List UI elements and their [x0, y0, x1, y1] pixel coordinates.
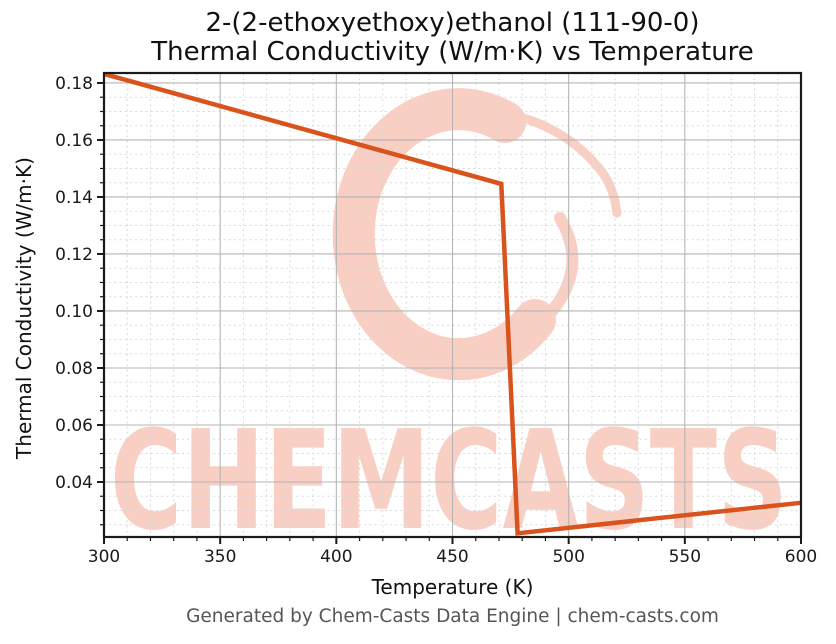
chart-title-line1: 2-(2-ethoxyethoxy)ethanol (111-90-0)	[205, 8, 700, 38]
y-tick-label: 0.18	[55, 74, 93, 94]
y-tick-label: 0.06	[55, 416, 93, 436]
y-tick-label: 0.04	[55, 473, 93, 493]
chart-title-line2: Thermal Conductivity (W/m·K) vs Temperat…	[151, 37, 754, 67]
grid	[103, 73, 802, 537]
series-line	[103, 71, 802, 536]
x-tick-label: 600	[785, 547, 817, 567]
y-tick-label: 0.10	[55, 302, 93, 322]
x-tick-label: 400	[320, 547, 352, 567]
y-tick-label: 0.12	[55, 245, 93, 265]
chart-title: 2-(2-ethoxyethoxy)ethanol (111-90-0) The…	[104, 9, 801, 67]
ticks: 300 350 400 450 500 550 600 0.04 0.06 0.08 0.10 0.1…	[55, 74, 817, 567]
x-tick-label: 500	[552, 547, 584, 567]
x-tick-label: 350	[204, 547, 236, 567]
x-tick-label: 550	[669, 547, 701, 567]
x-axis-label: Temperature (K)	[371, 575, 534, 599]
x-tick-label: 300	[88, 547, 120, 567]
y-tick-label: 0.14	[55, 188, 93, 208]
y-tick-label: 0.08	[55, 359, 93, 379]
y-tick-label: 0.16	[55, 131, 93, 151]
watermark-swirl-icon	[377, 106, 622, 218]
watermark: CHEMCASTS	[110, 88, 788, 561]
footer-credit: Generated by Chem-Casts Data Engine | ch…	[186, 606, 719, 627]
y-axis-label: Thermal Conductivity (W/m·K)	[12, 157, 36, 459]
watermark-hook-icon	[540, 212, 579, 324]
x-tick-label: 450	[436, 547, 468, 567]
